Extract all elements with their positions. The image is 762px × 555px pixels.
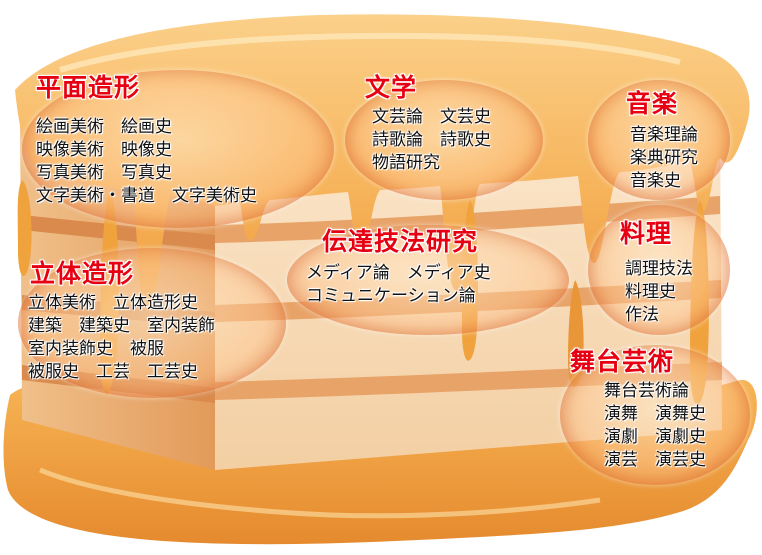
syrup-shine bbox=[59, 32, 681, 73]
category-items-bungaku: 文芸論 文芸史 詩歌論 詩歌史 物語研究 bbox=[372, 106, 491, 175]
bubble-rittai bbox=[18, 248, 286, 398]
front-drip-3 bbox=[568, 280, 584, 387]
bubble-ongaku bbox=[588, 80, 730, 200]
syrup-pool-highlight bbox=[39, 467, 601, 519]
category-items-dentatsu: メディア論 メディア史 コミュニケーション論 bbox=[306, 262, 491, 308]
list-item: 建築 建築史 室内装飾 bbox=[28, 316, 215, 336]
list-item: 作法 bbox=[625, 305, 659, 325]
category-title-bungaku: 文学 bbox=[365, 73, 418, 102]
category-items-butai: 舞台芸術論 演舞 演舞史 演劇 演劇史 演芸 演芸史 bbox=[604, 380, 706, 472]
side-drip-1 bbox=[17, 180, 32, 277]
bubble-ryouri bbox=[588, 205, 730, 335]
category-title-rittai: 立体造形 bbox=[30, 259, 135, 288]
list-item: コミュニケーション論 bbox=[306, 286, 476, 306]
bubble-heimen bbox=[22, 70, 334, 228]
category-items-rittai: 立体美術 立体造形史 建築 建築史 室内装飾 室内装飾史 被服 被服史 工芸 工… bbox=[28, 292, 215, 384]
side-stripe-1 bbox=[22, 215, 215, 250]
category-items-ongaku: 音楽理論 楽典研究 音楽史 bbox=[630, 124, 698, 193]
bubble-bungaku bbox=[345, 80, 543, 200]
bubble-dentatsu bbox=[287, 225, 569, 335]
list-item: 文字美術・書道 文字美術史 bbox=[36, 186, 257, 206]
category-items-ryouri: 調理技法 料理史 作法 bbox=[625, 258, 693, 327]
bubble-butai bbox=[560, 345, 750, 485]
list-item: 室内装飾史 被服 bbox=[28, 339, 164, 359]
list-item: 演舞 演舞史 bbox=[604, 404, 706, 424]
category-title-ongaku: 音楽 bbox=[626, 89, 679, 118]
list-item: 物語研究 bbox=[372, 153, 440, 173]
category-title-butai: 舞台芸術 bbox=[570, 347, 675, 376]
list-item: 文芸論 文芸史 bbox=[372, 107, 491, 127]
list-item: 被服史 工芸 工芸史 bbox=[28, 362, 198, 382]
list-item: 料理史 bbox=[625, 282, 676, 302]
list-item: 演劇 演劇史 bbox=[604, 427, 706, 447]
list-item: 調理技法 bbox=[625, 259, 693, 279]
list-item: 音楽史 bbox=[630, 171, 681, 191]
category-items-heimen: 絵画美術 絵画史 映像美術 映像史 写真美術 写真史 文字美術・書道 文字美術史 bbox=[36, 116, 257, 208]
list-item: メディア論 メディア史 bbox=[306, 263, 491, 283]
list-item: 楽典研究 bbox=[630, 148, 698, 168]
list-item: 絵画美術 絵画史 bbox=[36, 117, 172, 137]
category-title-heimen: 平面造形 bbox=[36, 73, 141, 102]
list-item: 演芸 演芸史 bbox=[604, 450, 706, 470]
list-item: 映像美術 映像史 bbox=[36, 140, 172, 160]
list-item: 立体美術 立体造形史 bbox=[28, 293, 198, 313]
category-title-ryouri: 料理 bbox=[620, 219, 673, 248]
list-item: 写真美術 写真史 bbox=[36, 163, 172, 183]
list-item: 舞台芸術論 bbox=[604, 381, 689, 401]
list-item: 音楽理論 bbox=[630, 125, 698, 145]
category-title-dentatsu: 伝達技法研究 bbox=[322, 227, 479, 256]
list-item: 詩歌論 詩歌史 bbox=[372, 130, 491, 150]
